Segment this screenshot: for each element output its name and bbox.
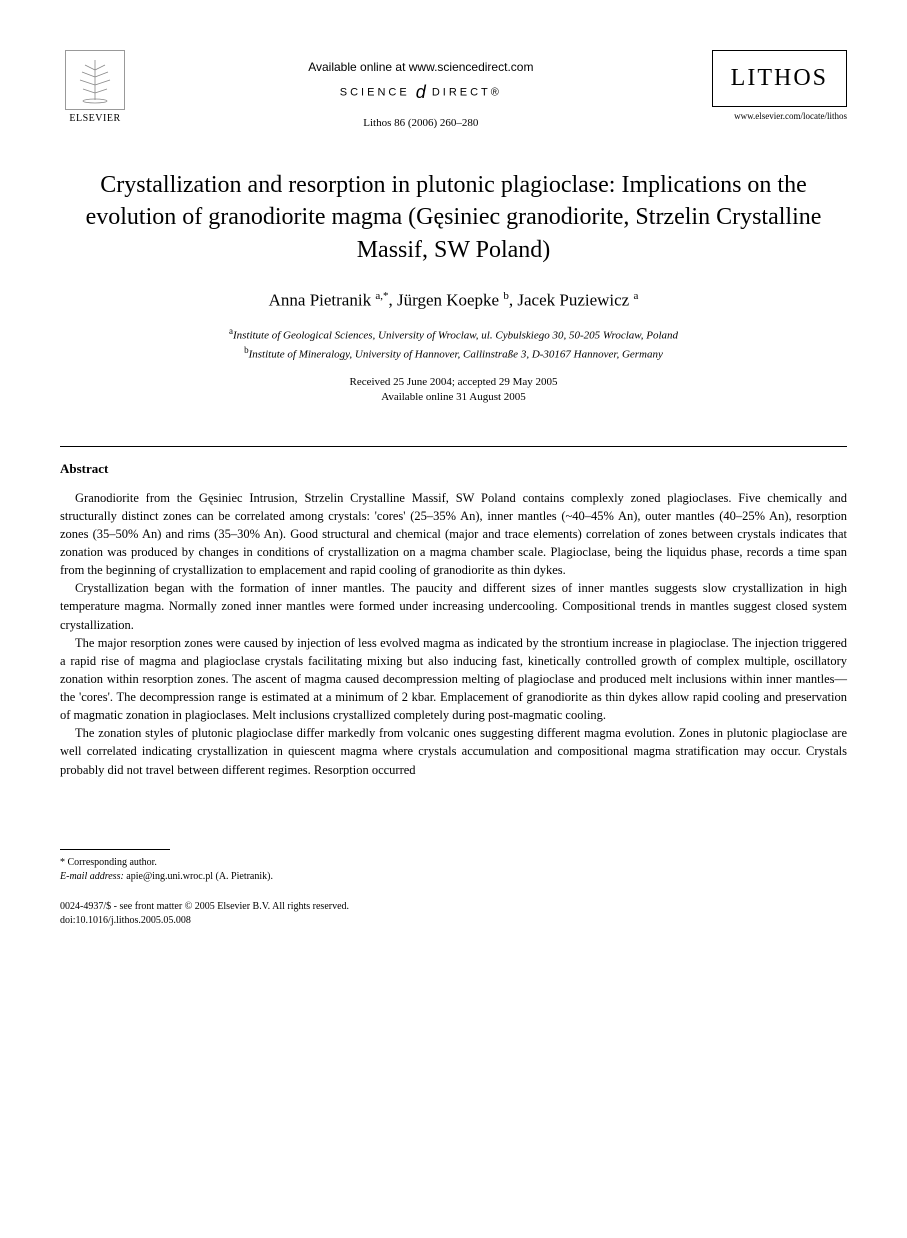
email-label: E-mail address: <box>60 871 124 882</box>
journal-url: www.elsevier.com/locate/lithos <box>712 111 847 121</box>
footnote-block: * Corresponding author. E-mail address: … <box>60 856 847 884</box>
available-online-text: Available online at www.sciencedirect.co… <box>130 60 712 74</box>
journal-logo-box: LITHOS <box>712 50 847 107</box>
citation-text: Lithos 86 (2006) 260–280 <box>130 117 712 129</box>
science-direct-logo: SCIENCE d DIRECT® <box>130 82 712 103</box>
elsevier-label: ELSEVIER <box>69 113 120 124</box>
email-line: E-mail address: apie@ing.uni.wroc.pl (A.… <box>60 870 847 884</box>
affiliation-b-text: Institute of Mineralogy, University of H… <box>249 349 663 361</box>
right-header: LITHOS www.elsevier.com/locate/lithos <box>712 50 847 121</box>
elsevier-tree-icon <box>65 50 125 110</box>
doi-line: doi:10.1016/j.lithos.2005.05.008 <box>60 914 847 928</box>
sd-suffix: DIRECT® <box>432 86 502 98</box>
affiliation-b: bInstitute of Mineralogy, University of … <box>60 344 847 363</box>
footnote-separator <box>60 849 170 850</box>
affiliation-a: aInstitute of Geological Sciences, Unive… <box>60 325 847 344</box>
copyright-block: 0024-4937/$ - see front matter © 2005 El… <box>60 900 847 928</box>
center-header: Available online at www.sciencedirect.co… <box>130 50 712 129</box>
author-3: Jacek Puziewicz <box>517 291 629 310</box>
author-3-aff: a <box>633 290 638 302</box>
received-accepted: Received 25 June 2004; accepted 29 May 2… <box>60 375 847 390</box>
email-value: apie@ing.uni.wroc.pl (A. Pietranik). <box>126 871 273 882</box>
sd-d-icon: d <box>416 82 426 102</box>
affiliation-a-text: Institute of Geological Sciences, Univer… <box>233 329 678 341</box>
abstract-p4: The zonation styles of plutonic plagiocl… <box>60 724 847 778</box>
article-title: Crystallization and resorption in pluton… <box>60 169 847 266</box>
journal-name: LITHOS <box>731 65 828 92</box>
header-row: ELSEVIER Available online at www.science… <box>60 50 847 129</box>
abstract-p1: Granodiorite from the Gęsiniec Intrusion… <box>60 489 847 580</box>
sd-prefix: SCIENCE <box>340 86 410 98</box>
author-2-aff: b <box>503 290 509 302</box>
available-online-date: Available online 31 August 2005 <box>60 390 847 405</box>
tree-icon <box>70 55 120 105</box>
copyright-line1: 0024-4937/$ - see front matter © 2005 El… <box>60 900 847 914</box>
abstract-divider <box>60 446 847 447</box>
corresponding-author: * Corresponding author. <box>60 856 847 870</box>
author-1-corr: * <box>383 290 389 302</box>
author-1: Anna Pietranik <box>269 291 371 310</box>
dates-block: Received 25 June 2004; accepted 29 May 2… <box>60 375 847 406</box>
authors-line: Anna Pietranik a,*, Jürgen Koepke b, Jac… <box>60 290 847 311</box>
abstract-heading: Abstract <box>60 461 847 477</box>
abstract-p2: Crystallization began with the formation… <box>60 579 847 633</box>
elsevier-logo: ELSEVIER <box>60 50 130 124</box>
abstract-p3: The major resorption zones were caused b… <box>60 634 847 725</box>
author-1-aff: a, <box>375 290 383 302</box>
author-2: Jürgen Koepke <box>397 291 499 310</box>
affiliations: aInstitute of Geological Sciences, Unive… <box>60 325 847 363</box>
